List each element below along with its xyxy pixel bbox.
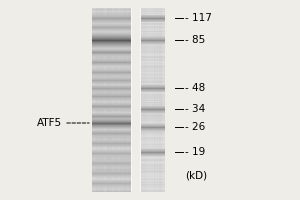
Text: (kD): (kD): [185, 170, 207, 180]
Text: - 85: - 85: [185, 35, 205, 45]
Text: - 117: - 117: [185, 13, 212, 23]
Text: - 34: - 34: [185, 104, 205, 114]
Text: ATF5: ATF5: [37, 118, 62, 128]
Text: - 26: - 26: [185, 122, 205, 132]
Text: - 48: - 48: [185, 83, 205, 93]
Text: - 19: - 19: [185, 147, 205, 157]
